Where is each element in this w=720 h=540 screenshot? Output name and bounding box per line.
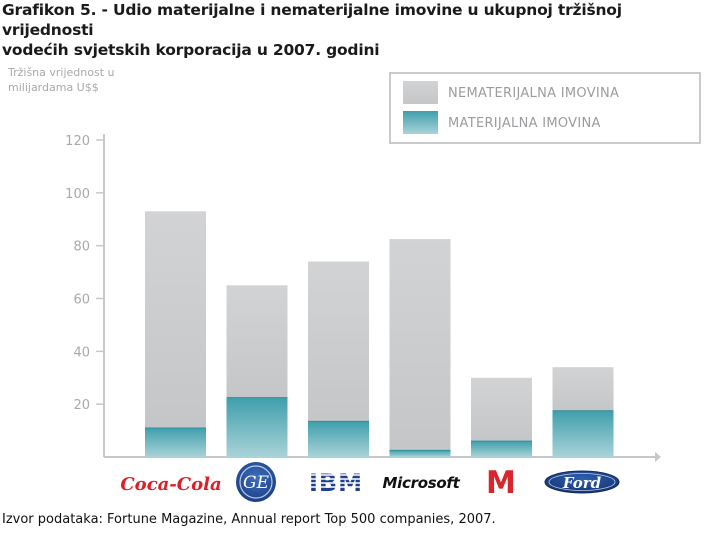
ford-logo: Ford (544, 470, 620, 494)
svg-text:Microsoft: Microsoft (383, 474, 461, 492)
bar-intangible (226, 285, 288, 398)
bar-tangible (471, 441, 532, 457)
svg-text:Coca-Cola: Coca-Cola (120, 474, 221, 495)
bar-tangible (308, 421, 369, 457)
x-axis-arrow (655, 452, 661, 462)
y-tick-label: 20 (73, 398, 90, 413)
mcdonalds-logo: M (486, 464, 516, 501)
bar-intangible (145, 211, 206, 428)
legend: NEMATERIJALNA IMOVINA MATERIJALNA IMOVIN… (389, 72, 701, 144)
microsoft-logo: Microsoft (383, 474, 461, 492)
ibm-logo: IBM (303, 469, 370, 497)
chart-title-line2: vodećih svjetskih korporacija u 2007. go… (2, 41, 380, 59)
svg-text:M: M (486, 464, 516, 501)
y-axis-label-line2: milijardama U$$ (8, 81, 99, 94)
bar-intangible (389, 239, 451, 451)
y-tick-label: 100 (65, 187, 90, 202)
coca-cola-logo: Coca-Cola (120, 474, 221, 495)
legend-label-intangible: NEMATERIJALNA IMOVINA (448, 86, 619, 101)
bar-tangible (145, 427, 206, 457)
chart-title-line1: Grafikon 5. - Udio materijalne i nemater… (2, 1, 622, 39)
bar-intangible (308, 261, 369, 422)
y-axis-label-line1: Tržišna vrijednost u (7, 66, 115, 79)
svg-text:Ford: Ford (562, 474, 602, 492)
y-tick-label: 60 (73, 293, 90, 308)
svg-text:GE: GE (243, 473, 270, 493)
chart-title: Grafikon 5. - Udio materijalne i nemater… (2, 0, 718, 60)
category-logos: Coca-Cola GE IBM Microsoft M Ford (120, 462, 620, 502)
legend-swatch-tangible (403, 111, 438, 134)
legend-swatch-intangible (403, 81, 438, 104)
y-ticks: 20 40 60 80 100 120 (65, 134, 104, 413)
bar-intangible (552, 367, 614, 411)
y-tick-label: 40 (73, 345, 90, 360)
source-note: Izvor podataka: Fortune Magazine, Annual… (2, 512, 496, 527)
ge-logo: GE (236, 462, 276, 502)
y-tick-label: 80 (73, 240, 90, 255)
y-tick-label: 120 (65, 134, 90, 149)
bar-intangible (471, 377, 532, 442)
bar-tangible (226, 397, 288, 457)
bars (145, 211, 614, 457)
bar-tangible (552, 410, 614, 457)
bar-tangible (389, 450, 451, 457)
legend-frame (389, 72, 701, 144)
legend-label-tangible: MATERIJALNA IMOVINA (448, 116, 601, 131)
